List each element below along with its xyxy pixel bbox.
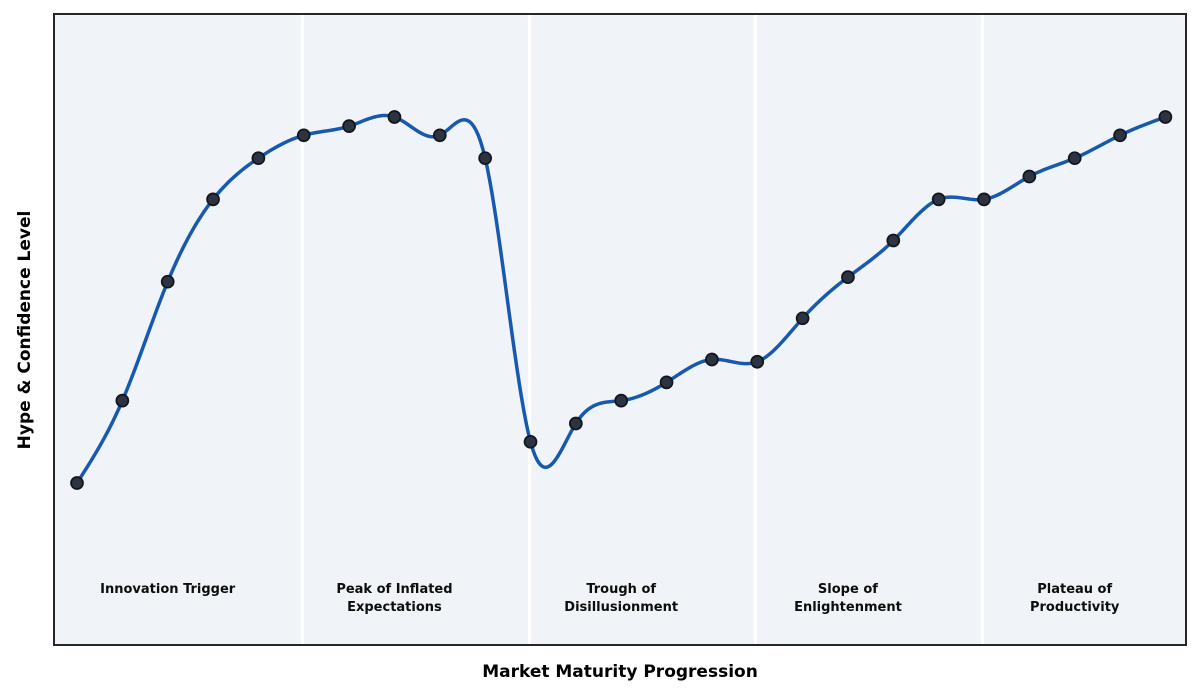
phase-divider — [527, 15, 531, 644]
phase-label-3: Trough of Disillusionment — [564, 582, 679, 615]
x-axis-label: Market Maturity Progression — [482, 662, 758, 682]
y-axis-label: Hype & Confidence Level — [15, 210, 35, 450]
phase-label-2: Peak of Inflated Expectations — [336, 582, 453, 615]
phase-divider — [300, 15, 304, 644]
phase-divider — [754, 15, 758, 644]
phase-label-1: Innovation Trigger — [100, 582, 236, 597]
phase-label-4: Slope of Enlightenment — [794, 582, 902, 615]
plot-area — [53, 13, 1187, 646]
phase-label-5: Plateau of Productivity — [1029, 582, 1120, 615]
phase-divider — [981, 15, 984, 644]
